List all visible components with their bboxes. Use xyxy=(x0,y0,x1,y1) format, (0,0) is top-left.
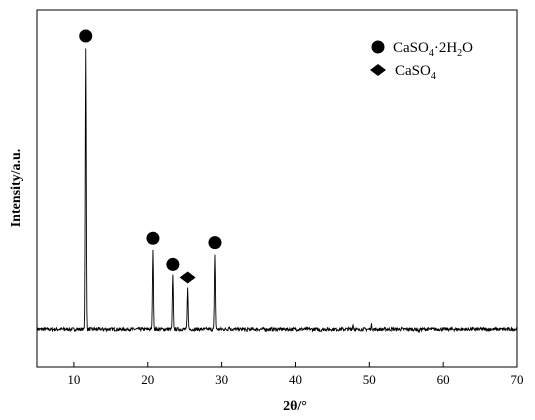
diffraction-pattern-line xyxy=(36,48,518,333)
legend: CaSO4·2H2O CaSO4 xyxy=(370,40,473,82)
peak-marker-circle xyxy=(146,231,160,245)
x-tick-label: 50 xyxy=(363,372,376,387)
plot-frame xyxy=(36,9,518,368)
x-tick-label: 20 xyxy=(141,372,154,387)
peak-marker-circle xyxy=(166,257,180,271)
x-tick-label: 10 xyxy=(67,372,80,387)
peak-marker-circle xyxy=(79,29,93,43)
x-tick-label: 40 xyxy=(289,372,302,387)
x-tick-label: 70 xyxy=(511,372,524,387)
peak-marker-diamond xyxy=(179,271,196,284)
legend-label-gypsum: CaSO4·2H2O xyxy=(393,40,473,59)
legend-diamond-marker xyxy=(370,64,386,76)
legend-circle-marker xyxy=(371,40,385,54)
legend-label-anhydrite: CaSO4 xyxy=(395,63,436,82)
x-axis-title: 2θ/° xyxy=(283,399,307,414)
y-axis-title: Intensity/a.u. xyxy=(9,149,24,228)
x-tick-label: 60 xyxy=(437,372,450,387)
x-tick-label: 30 xyxy=(215,372,228,387)
peak-marker-circle xyxy=(208,236,222,250)
x-axis-ticks: 10 20 30 40 50 60 70 xyxy=(67,362,524,387)
peak-markers xyxy=(79,29,222,284)
